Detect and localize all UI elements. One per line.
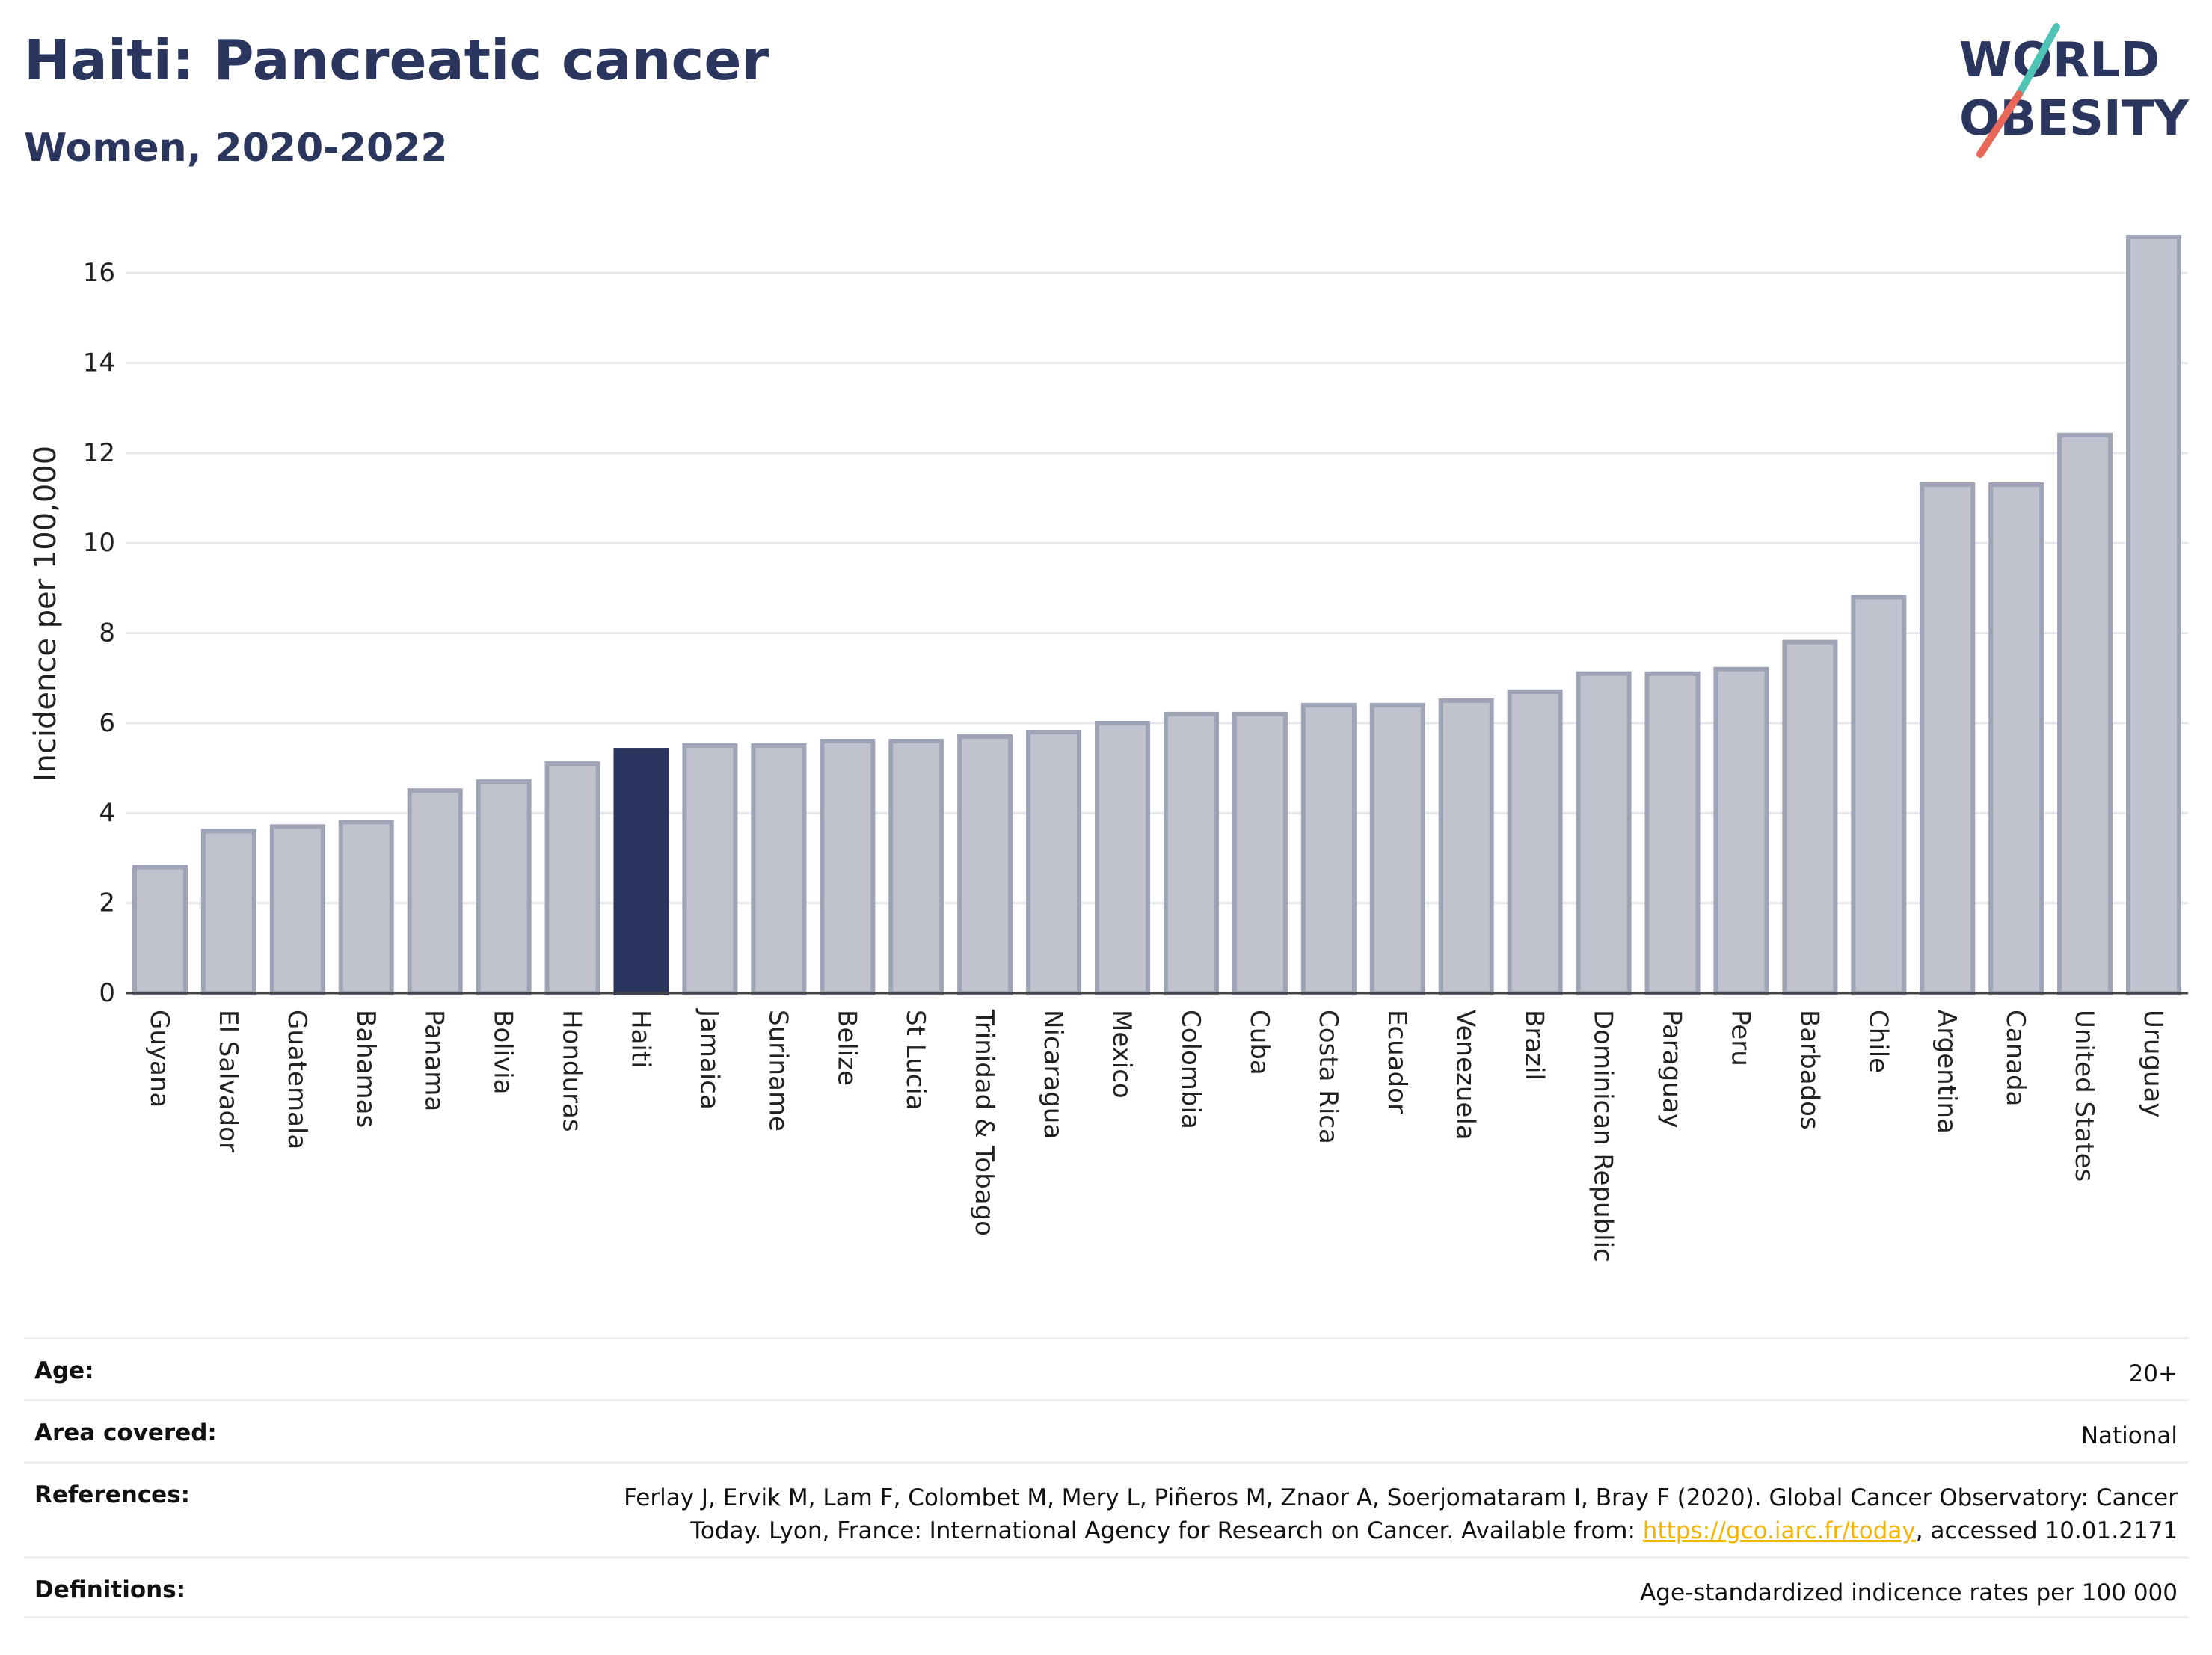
bar-mexico [1095, 720, 1151, 995]
x-tick-label: Bahamas [351, 1010, 381, 1128]
meta-value-area: National [2080, 1422, 2178, 1449]
x-tick-label: Bolivia [488, 1010, 518, 1094]
x-tick-label: Costa Rica [1313, 1010, 1343, 1144]
bar-argentina [1920, 482, 1976, 995]
bar-united-states [2057, 432, 2113, 995]
bar-bahamas [338, 820, 394, 996]
logo-line2: OBESITY [1959, 91, 2189, 147]
x-tick-label: Peru [1725, 1010, 1755, 1066]
x-tick-label: Chile [1863, 1010, 1893, 1073]
bar-honduras [544, 761, 600, 995]
x-tick-label: Barbados [1794, 1010, 1824, 1130]
meta-value-definitions: Age-standardized indicence rates per 100… [1640, 1579, 2178, 1606]
bar-uruguay [2126, 235, 2182, 996]
x-tick-label: Cuba [1244, 1010, 1274, 1075]
bar-colombia [1163, 711, 1219, 995]
x-tick-label: Suriname [763, 1010, 793, 1132]
x-tick-label: Venezuela [1451, 1010, 1481, 1140]
bar-bolivia [476, 779, 532, 995]
x-tick-label: El Salvador [213, 1010, 243, 1152]
meta-label-area: Area covered: [34, 1419, 217, 1446]
bar-guyana [132, 865, 188, 995]
meta-label-age: Age: [34, 1357, 94, 1384]
bar-brazil [1507, 689, 1563, 995]
bar-belize [820, 739, 876, 995]
bar-canada [1988, 482, 2044, 995]
bar-costa-rica [1300, 702, 1357, 996]
page-title: Haiti: Pancreatic cancer [24, 28, 769, 93]
y-tick-label: 10 [83, 528, 115, 558]
x-tick-label: Honduras [557, 1010, 587, 1132]
bar-venezuela [1438, 698, 1494, 996]
meta-value-age: 20+ [2128, 1360, 2178, 1387]
bar-cuba [1232, 711, 1288, 995]
metadata-table: Age: 20+ Area covered: National Referenc… [24, 1337, 2188, 1618]
bar-haiti [613, 748, 669, 995]
x-tick-label: United States [2069, 1010, 2099, 1182]
x-tick-label: Dominican Republic [1588, 1010, 1618, 1262]
bar-el-salvador [200, 829, 256, 996]
y-tick-label: 14 [83, 348, 115, 378]
meta-label-definitions: Definitions: [34, 1576, 186, 1603]
bar-paraguay [1644, 671, 1701, 995]
x-tick-label: Paraguay [1657, 1010, 1687, 1129]
y-tick-label: 6 [99, 708, 115, 738]
x-tick-label: St Lucia [900, 1010, 930, 1111]
x-tick-label: Panama [420, 1010, 449, 1111]
bar-guatemala [269, 824, 325, 995]
x-tick-label: Argentina [1932, 1010, 1961, 1134]
x-tick-label: Uruguay [2138, 1010, 2168, 1118]
bar-trinidad-tobago [957, 734, 1013, 996]
x-tick-label: Nicaragua [1038, 1010, 1068, 1139]
bar-chile [1851, 595, 1907, 995]
x-tick-label: Haiti [626, 1010, 656, 1069]
y-axis-label: Incidence per 100,000 [28, 446, 63, 782]
bar-chart: 0 2 4 6 8 10 12 14 16 Guyana El Salvador Guatemala B… [28, 235, 2188, 1262]
meta-row-area: Area covered: National [24, 1399, 2188, 1461]
bar-barbados [1782, 639, 1838, 995]
y-tick-label: 16 [83, 258, 115, 288]
x-tick-label: Colombia [1176, 1010, 1205, 1129]
x-tick-label: Belize [832, 1010, 861, 1086]
x-tick-label: Brazil [1520, 1010, 1549, 1081]
y-tick-label: 2 [99, 888, 115, 918]
y-tick-label: 8 [99, 618, 115, 648]
world-obesity-logo: WORLD OBESITY [1959, 23, 2189, 158]
page-subtitle: Women, 2020-2022 [24, 126, 448, 171]
x-tick-label: Guatemala [282, 1010, 312, 1149]
logo-accent-bottom [1976, 90, 2023, 158]
x-tick-label: Trinidad & Tobago [969, 1009, 999, 1236]
bar-peru [1713, 666, 1769, 996]
bar-nicaragua [1026, 729, 1082, 995]
x-tick-label: Ecuador [1382, 1010, 1412, 1114]
bar-st-lucia [888, 739, 944, 995]
reference-link[interactable]: https://gco.iarc.fr/today [1642, 1517, 1916, 1544]
x-tick-label: Mexico [1107, 1010, 1137, 1099]
bar-suriname [751, 743, 807, 995]
y-tick-label: 4 [99, 798, 115, 828]
bar-ecuador [1369, 702, 1425, 996]
logo-accent-top [2015, 23, 2060, 98]
bar-panama [407, 788, 463, 996]
meta-label-references: References: [34, 1481, 191, 1508]
x-tick-label: Canada [2000, 1010, 2030, 1106]
meta-value-references: Ferlay J, Ervik M, Lam F, Colombet M, Me… [624, 1484, 2178, 1544]
logo-line1: WORLD [1959, 33, 2160, 88]
meta-row-definitions: Definitions: Age-standardized indicence … [24, 1556, 2188, 1618]
x-tick-label: Guyana [144, 1010, 174, 1108]
y-tick-label: 12 [83, 438, 115, 468]
bar-dominican-republic [1576, 671, 1632, 995]
meta-row-age: Age: 20+ [24, 1337, 2188, 1399]
bar-jamaica [682, 743, 738, 995]
meta-row-references: References: Ferlay J, Ervik M, Lam F, Co… [24, 1461, 2188, 1556]
y-tick-label: 0 [99, 978, 115, 1008]
x-tick-label: Jamaica [694, 1008, 724, 1110]
